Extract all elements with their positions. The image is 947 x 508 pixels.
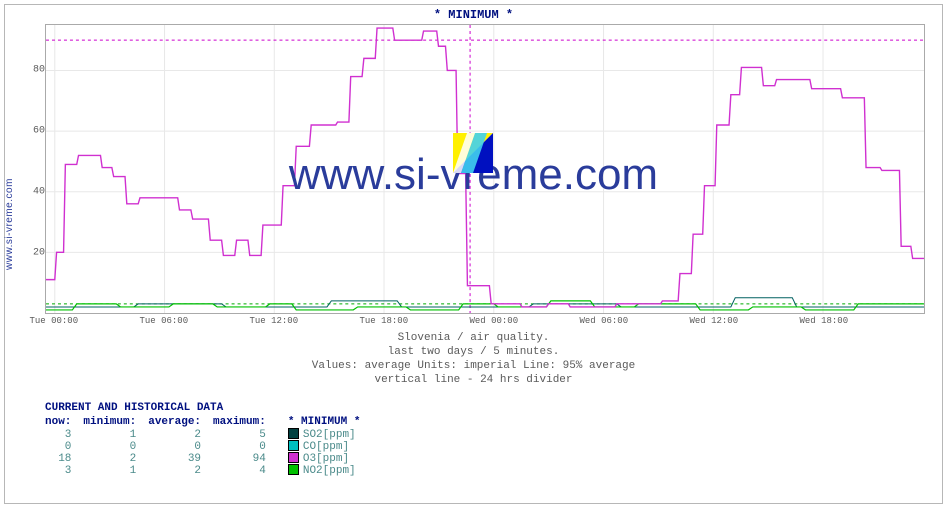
cell-minimum: 1 — [83, 465, 148, 477]
y-tick: 80 — [15, 64, 45, 75]
cell-maximum: 4 — [213, 465, 278, 477]
legend-label: O3[ppm] — [303, 453, 349, 465]
x-tick: Tue 06:00 — [139, 316, 188, 326]
legend-cell: NO2[ppm] — [278, 465, 373, 477]
col-header: maximum: — [213, 416, 278, 429]
cell-maximum: 0 — [213, 441, 278, 453]
table-row: 3125 SO2[ppm] — [45, 429, 372, 441]
x-tick: Tue 12:00 — [249, 316, 298, 326]
legend-label: CO[ppm] — [303, 441, 349, 453]
table-row: 1823994 O3[ppm] — [45, 453, 372, 465]
y-tick: 40 — [15, 186, 45, 197]
cell-now: 0 — [45, 441, 83, 453]
legend-label: NO2[ppm] — [303, 465, 356, 477]
cell-minimum: 1 — [83, 429, 148, 441]
plot-area — [45, 24, 925, 314]
col-header: minimum: — [83, 416, 148, 429]
data-table: now:minimum:average:maximum:* MINIMUM * … — [45, 416, 372, 477]
cell-now: 18 — [45, 453, 83, 465]
x-tick: Wed 12:00 — [689, 316, 738, 326]
color-swatch — [288, 452, 299, 463]
data-header: CURRENT AND HISTORICAL DATA — [45, 402, 372, 414]
caption-4: vertical line - 24 hrs divider — [0, 374, 947, 386]
legend-label: SO2[ppm] — [303, 429, 356, 441]
cell-now: 3 — [45, 429, 83, 441]
caption-1: Slovenia / air quality. — [0, 332, 947, 344]
cell-now: 3 — [45, 465, 83, 477]
cell-average: 2 — [148, 429, 213, 441]
cell-average: 2 — [148, 465, 213, 477]
x-tick: Wed 06:00 — [579, 316, 628, 326]
y-tick: 20 — [15, 247, 45, 258]
cell-average: 0 — [148, 441, 213, 453]
x-tick: Tue 18:00 — [359, 316, 408, 326]
chart-svg — [46, 25, 924, 313]
table-row: 0000CO[ppm] — [45, 441, 372, 453]
col-header: * MINIMUM * — [278, 416, 373, 429]
y-tick: 60 — [15, 125, 45, 136]
x-tick: Wed 00:00 — [469, 316, 518, 326]
col-header: average: — [148, 416, 213, 429]
color-swatch — [288, 440, 299, 451]
cell-minimum: 0 — [83, 441, 148, 453]
caption-2: last two days / 5 minutes. — [0, 346, 947, 358]
color-swatch — [288, 428, 299, 439]
data-block: CURRENT AND HISTORICAL DATA now:minimum:… — [45, 402, 372, 477]
x-tick: Tue 00:00 — [29, 316, 78, 326]
col-header: now: — [45, 416, 83, 429]
chart-title: * MINIMUM * — [0, 8, 947, 22]
color-swatch — [288, 464, 299, 475]
table-row: 3124 NO2[ppm] — [45, 465, 372, 477]
x-tick: Wed 18:00 — [799, 316, 848, 326]
caption-3: Values: average Units: imperial Line: 95… — [0, 360, 947, 372]
site-label: www.si-vreme.com — [4, 178, 15, 270]
cell-maximum: 5 — [213, 429, 278, 441]
cell-minimum: 2 — [83, 453, 148, 465]
cell-average: 39 — [148, 453, 213, 465]
cell-maximum: 94 — [213, 453, 278, 465]
